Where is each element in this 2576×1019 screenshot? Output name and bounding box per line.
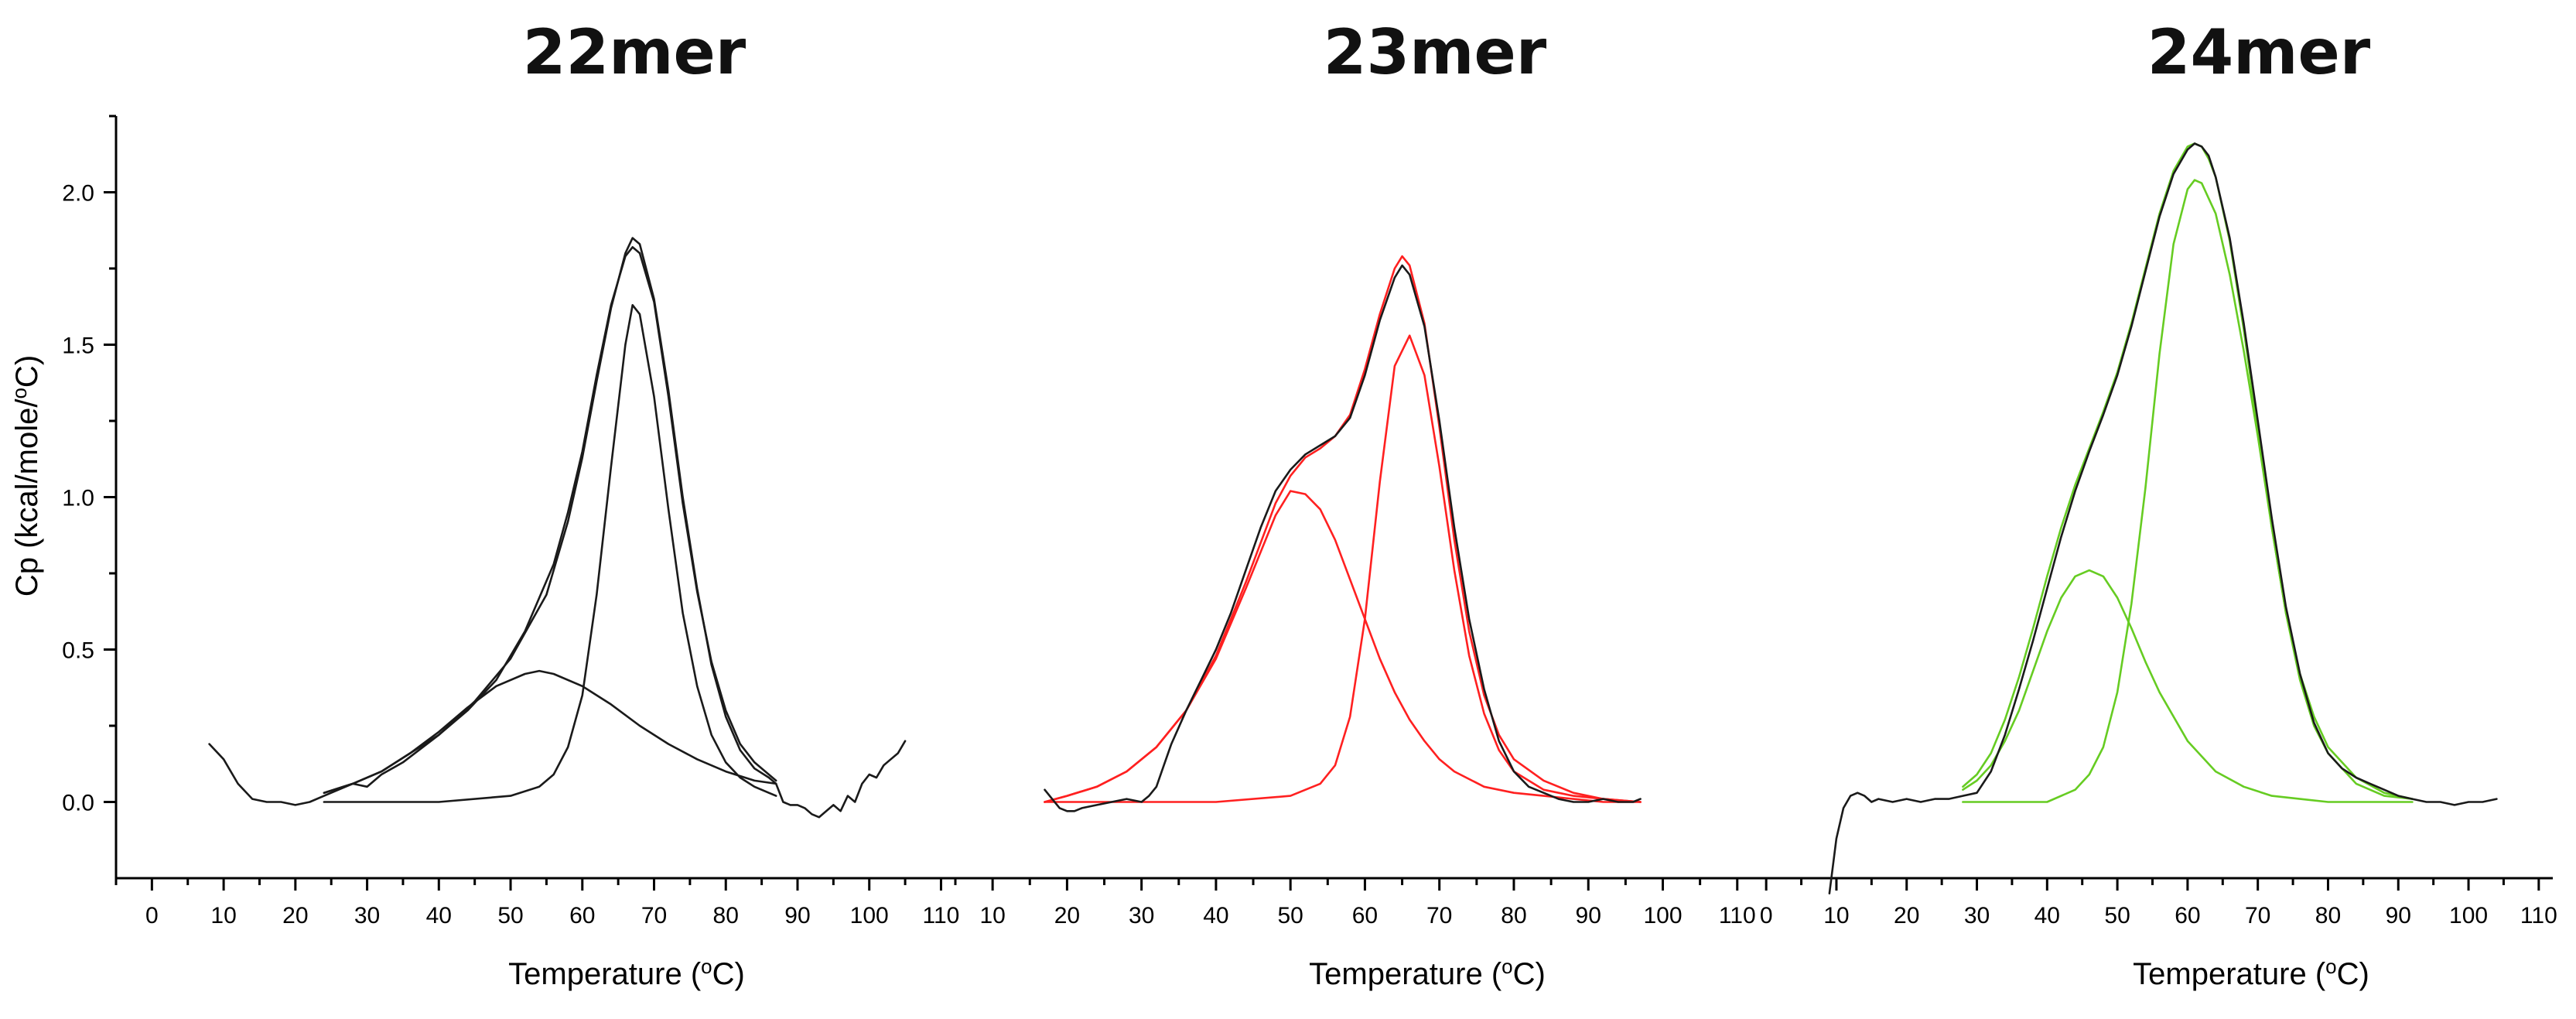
x-tick-label: 30 — [1964, 903, 1990, 928]
x-tick-label: 20 — [1054, 903, 1080, 928]
y-tick-label: 0.0 — [62, 791, 94, 816]
panel-title: 24mer — [2147, 16, 2371, 88]
series-transition-1 — [1962, 569, 2414, 803]
x-tick-label: 40 — [2034, 903, 2060, 928]
y-tick-label: 0.5 — [62, 638, 94, 664]
x-tick-label: 40 — [426, 903, 452, 928]
x-tick-label: 110 — [1719, 903, 1756, 928]
x-tick-label: 70 — [2245, 903, 2270, 928]
x-tick-label: 100 — [2449, 903, 2488, 928]
x-tick-label: 60 — [1352, 903, 1378, 928]
x-axis-title: Temperature (oC) — [2133, 955, 2369, 991]
x-tick-label: 50 — [2104, 903, 2130, 928]
x-tick-label: 30 — [354, 903, 380, 928]
x-tick-label: 0 — [145, 903, 159, 928]
x-axis-title: Temperature (oC) — [1309, 955, 1546, 991]
y-tick-label: 1.0 — [62, 486, 94, 511]
panel-23mer: 23mer 10 20 30 40 50 60 70 80 90 100 110 Temperature… — [954, 16, 1756, 991]
x-tick-label: 60 — [569, 903, 595, 928]
panel-22mer: 22mer 0 10 20 30 40 50 60 70 80 90 100 110 Temperatur… — [62, 16, 959, 991]
series-fit-sum — [1044, 255, 1642, 803]
x-tick-label: 80 — [2315, 903, 2341, 928]
series-fit-sum — [1962, 142, 2414, 800]
x-tick-label: 0 — [1760, 903, 1773, 928]
series-experimental-cp — [208, 237, 907, 819]
x-tick-label: 20 — [282, 903, 308, 928]
x-tick-label: 50 — [1277, 903, 1303, 928]
x-tick-label: 20 — [1894, 903, 1919, 928]
series-transition-1 — [323, 669, 777, 794]
y-axis-title: Cp (kcal/mole/oC) — [8, 355, 44, 597]
series-transition-1 — [1044, 490, 1642, 803]
x-tick-label: 10 — [979, 903, 1005, 928]
y-tick-label: 2.0 — [62, 181, 94, 207]
y-tick-label: 1.5 — [62, 333, 94, 359]
x-tick-label: 40 — [1203, 903, 1228, 928]
x-tick-label: 110 — [923, 903, 960, 928]
series-transition-2 — [1962, 179, 2414, 803]
series-experimental-cp — [1044, 264, 1642, 812]
x-tick-label: 100 — [1643, 903, 1682, 928]
x-tick-label: 50 — [497, 903, 523, 928]
series-fit-sum — [323, 246, 777, 794]
x-tick-label: 30 — [1129, 903, 1154, 928]
series-experimental-cp — [1828, 142, 2498, 894]
x-tick-label: 90 — [784, 903, 810, 928]
panel-title: 23mer — [1324, 16, 1547, 88]
x-tick-label: 80 — [1501, 903, 1526, 928]
panel-24mer: 24mer 0 10 20 30 40 50 60 70 80 90 100 110 Temperatur… — [1752, 16, 2557, 991]
x-tick-label: 90 — [1576, 903, 1601, 928]
x-tick-label: 70 — [641, 903, 667, 928]
x-tick-label: 60 — [2175, 903, 2200, 928]
x-tick-label: 110 — [2520, 903, 2557, 928]
x-tick-label: 10 — [210, 903, 236, 928]
x-tick-label: 90 — [2386, 903, 2411, 928]
x-tick-label: 80 — [713, 903, 739, 928]
panel-title: 22mer — [523, 16, 746, 88]
x-tick-label: 10 — [1823, 903, 1849, 928]
series-transition-2 — [323, 303, 777, 803]
x-tick-label: 100 — [850, 903, 889, 928]
series-transition-2 — [1044, 334, 1642, 803]
x-axis-title: Temperature (oC) — [508, 955, 745, 991]
x-tick-label: 70 — [1426, 903, 1452, 928]
